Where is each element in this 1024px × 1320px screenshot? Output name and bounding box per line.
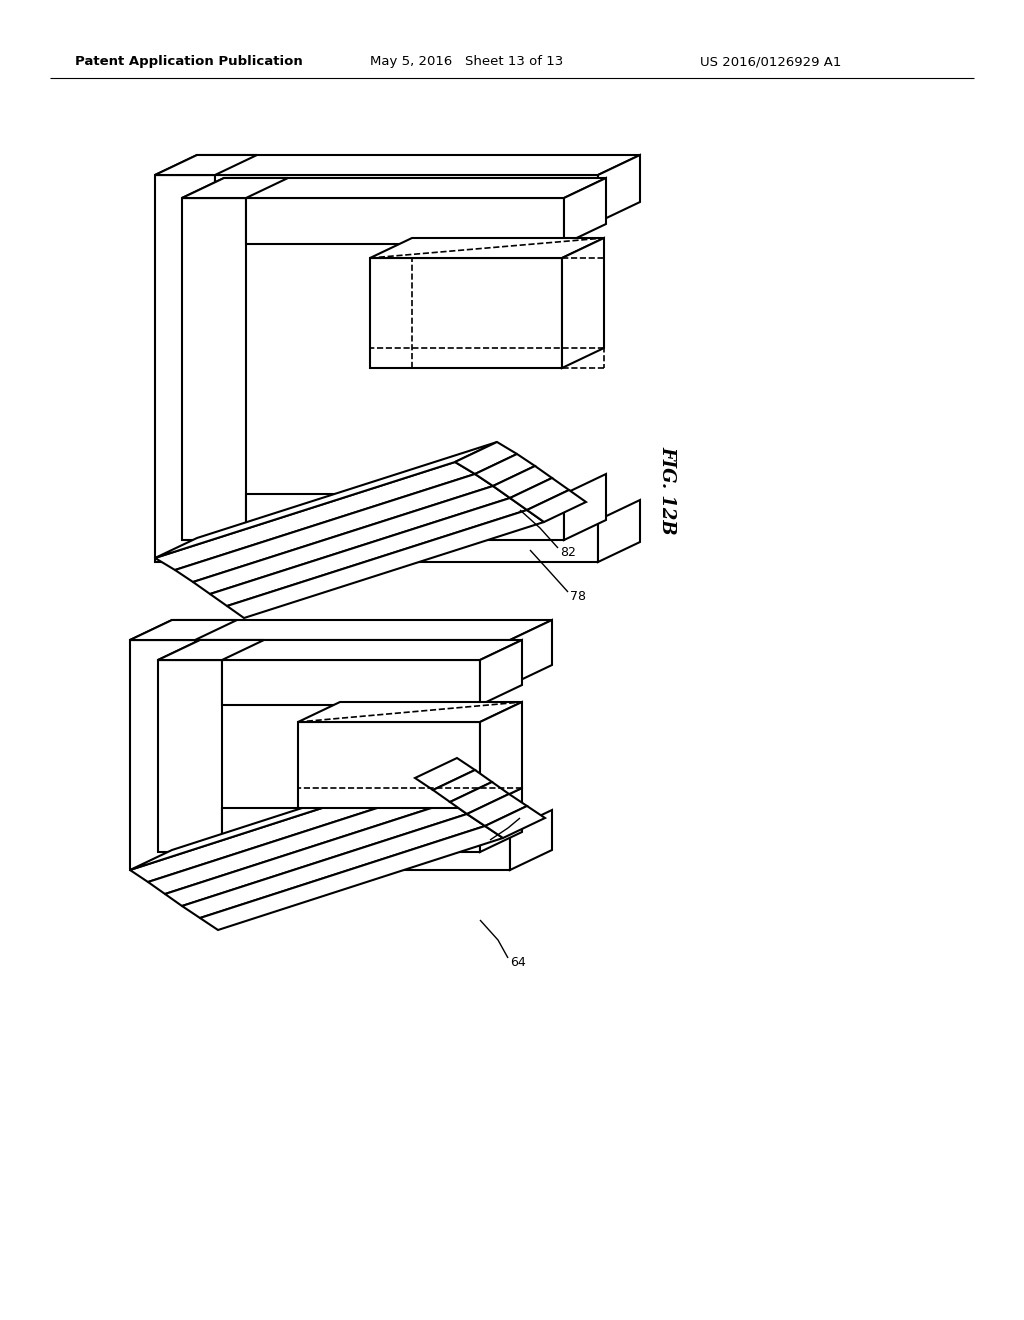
Polygon shape	[165, 803, 467, 906]
Polygon shape	[510, 810, 552, 870]
Polygon shape	[155, 154, 257, 176]
Polygon shape	[130, 620, 237, 640]
Polygon shape	[130, 640, 195, 870]
Polygon shape	[455, 442, 517, 474]
Polygon shape	[475, 454, 535, 486]
Polygon shape	[480, 640, 522, 705]
Polygon shape	[298, 722, 480, 808]
Polygon shape	[222, 808, 480, 851]
Polygon shape	[370, 238, 604, 257]
Polygon shape	[193, 486, 510, 594]
Polygon shape	[200, 826, 503, 931]
Polygon shape	[130, 758, 457, 870]
Polygon shape	[564, 474, 606, 540]
Polygon shape	[155, 462, 475, 570]
Polygon shape	[450, 781, 509, 814]
Polygon shape	[195, 640, 510, 685]
Text: US 2016/0126929 A1: US 2016/0126929 A1	[700, 55, 842, 69]
Polygon shape	[130, 620, 552, 640]
Text: May 5, 2016   Sheet 13 of 13: May 5, 2016 Sheet 13 of 13	[370, 55, 563, 69]
Polygon shape	[195, 830, 510, 870]
Polygon shape	[155, 442, 497, 558]
Polygon shape	[148, 789, 450, 894]
Polygon shape	[467, 795, 527, 826]
Text: Patent Application Publication: Patent Application Publication	[75, 55, 303, 69]
Text: FIG. 12B: FIG. 12B	[658, 446, 676, 535]
Polygon shape	[210, 498, 527, 606]
Text: 68: 68	[522, 809, 538, 822]
Polygon shape	[227, 510, 544, 618]
Polygon shape	[493, 466, 552, 498]
Polygon shape	[182, 178, 606, 198]
Polygon shape	[433, 770, 492, 803]
Polygon shape	[175, 474, 493, 582]
Text: 64: 64	[510, 956, 525, 969]
Polygon shape	[222, 660, 480, 705]
Polygon shape	[182, 198, 246, 540]
Polygon shape	[215, 520, 598, 562]
Polygon shape	[215, 176, 598, 222]
Polygon shape	[298, 702, 522, 722]
Polygon shape	[598, 154, 640, 222]
Polygon shape	[480, 788, 522, 851]
Polygon shape	[564, 178, 606, 244]
Polygon shape	[182, 178, 288, 198]
Polygon shape	[155, 154, 640, 176]
Polygon shape	[485, 807, 545, 838]
Polygon shape	[158, 640, 264, 660]
Text: 78: 78	[570, 590, 586, 602]
Polygon shape	[246, 494, 564, 540]
Polygon shape	[155, 176, 215, 562]
Polygon shape	[415, 758, 475, 789]
Text: 82: 82	[560, 545, 575, 558]
Polygon shape	[562, 238, 604, 368]
Polygon shape	[510, 620, 552, 685]
Polygon shape	[370, 257, 562, 368]
Polygon shape	[182, 814, 485, 917]
Polygon shape	[246, 198, 564, 244]
Polygon shape	[130, 777, 433, 882]
Polygon shape	[158, 640, 522, 660]
Polygon shape	[158, 660, 222, 851]
Polygon shape	[510, 478, 569, 510]
Polygon shape	[598, 500, 640, 562]
Polygon shape	[527, 490, 586, 521]
Polygon shape	[480, 702, 522, 808]
